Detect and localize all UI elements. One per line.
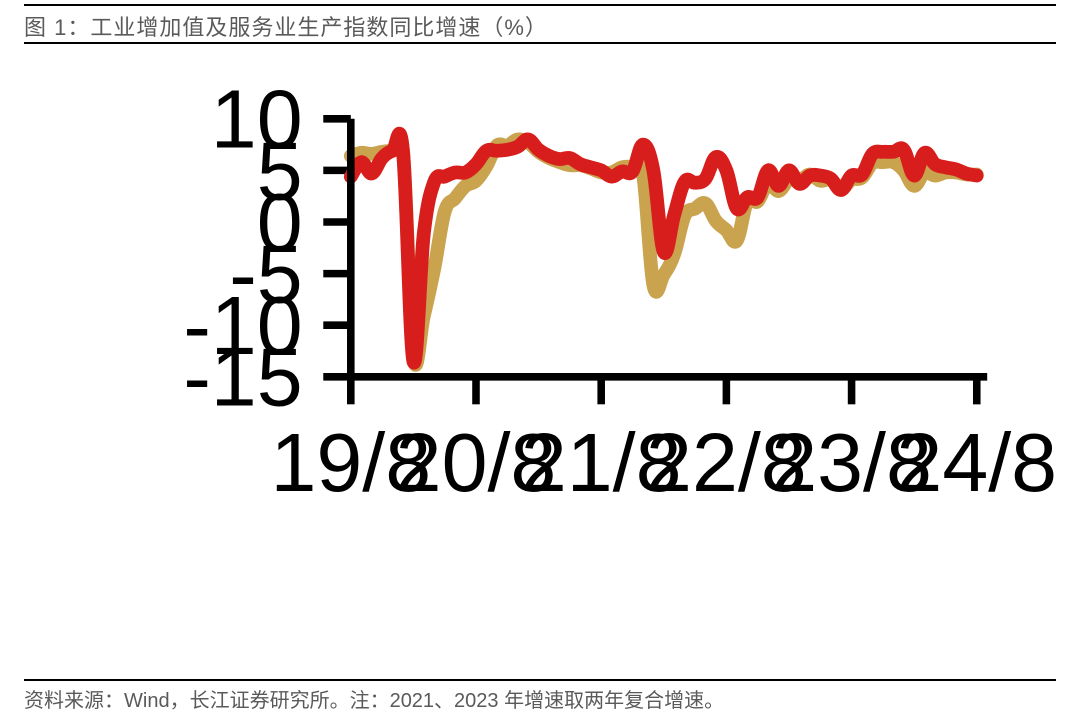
y-tick-label: 10 [211, 74, 303, 166]
rule-bottom [24, 679, 1056, 681]
rule-top [24, 4, 1056, 6]
line-chart: -15-10-5051019/820/821/822/823/824/8工业增加… [24, 50, 1056, 566]
source-note: 资料来源：Wind，长江证券研究所。注：2021、2023 年增速取两年复合增速… [24, 684, 724, 713]
x-tick-label: 24/8 [896, 417, 1056, 509]
rule-title-underline [24, 42, 1056, 44]
figure-container: 图 1：工业增加值及服务业生产指数同比增速（%） -15-10-5051019/… [0, 0, 1080, 721]
chart-title: 图 1：工业增加值及服务业生产指数同比增速（%） [24, 10, 548, 42]
